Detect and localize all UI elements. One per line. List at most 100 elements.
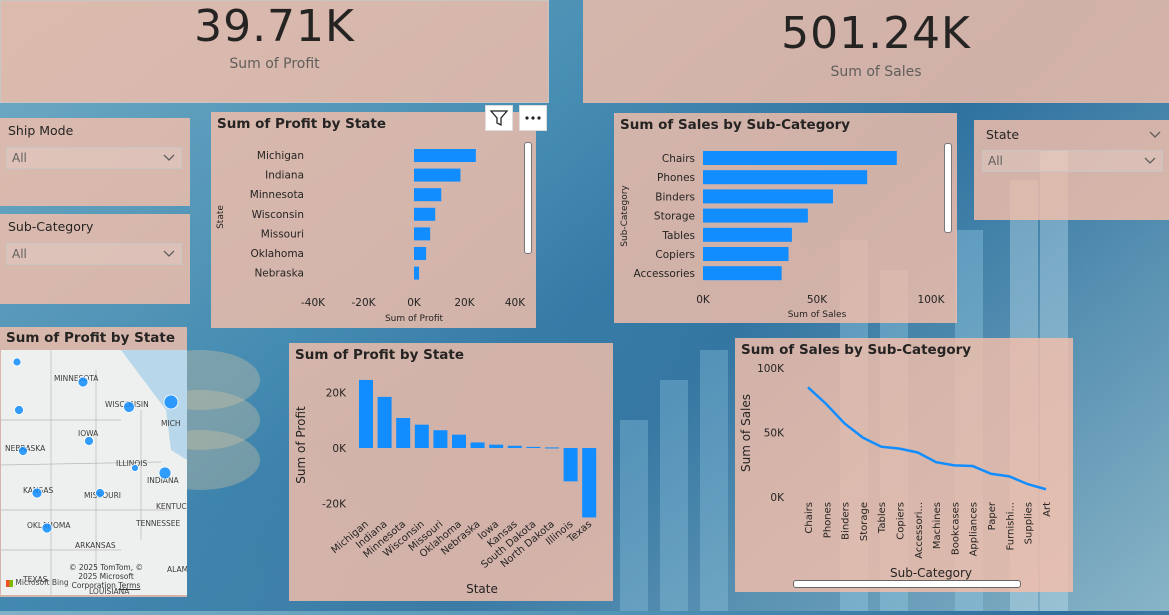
- kpi-sales-value: 501.24K: [583, 8, 1169, 59]
- y-tick-label: Chairs: [662, 153, 695, 165]
- slicer-state[interactable]: State All: [974, 120, 1169, 220]
- map-profit-by-state[interactable]: Sum of Profit by State MINNESOTAWISCONSI…: [0, 327, 187, 597]
- map-bubble: [78, 377, 88, 387]
- x-tick-label: Phones: [822, 502, 833, 538]
- x-tick-label: Machines: [932, 502, 943, 549]
- y-tick-label: Missouri: [261, 228, 304, 240]
- slicer-state-title: State: [986, 127, 1019, 142]
- y-axis-label: Sum of Profit: [294, 406, 308, 484]
- map-title: Sum of Profit by State: [6, 330, 175, 346]
- bar: [489, 445, 503, 448]
- sub-category-value: All: [12, 247, 27, 261]
- slicer-sub-category[interactable]: Sub-Category All: [0, 214, 190, 304]
- x-tick-label: Bookcases: [950, 502, 961, 555]
- map-state-label: TENNESSEE: [135, 519, 181, 528]
- x-tick-label: Chairs: [804, 502, 815, 534]
- filter-button[interactable]: [485, 105, 513, 131]
- sales-by-subcategory-bar-svg: ChairsPhonesBindersStorageTablesCopiersA…: [614, 113, 957, 323]
- bar: [703, 209, 808, 223]
- horizontal-scrollbar[interactable]: [793, 580, 1021, 588]
- y-axis-label: Sum of Sales: [739, 394, 753, 472]
- bar: [414, 208, 435, 221]
- ship-mode-value: All: [12, 151, 27, 165]
- x-tick-label: 0K: [407, 297, 422, 309]
- chevron-down-icon[interactable]: [1149, 128, 1161, 140]
- bar: [414, 169, 460, 182]
- chevron-down-icon: [1144, 154, 1156, 166]
- y-tick-label: Phones: [657, 172, 695, 184]
- x-tick-label: Supplies: [1024, 502, 1035, 544]
- y-tick-label: 100K: [757, 363, 785, 375]
- y-tick-label: 50K: [764, 428, 785, 440]
- map-state-label: ALAMA: [167, 565, 187, 574]
- x-tick-label: Tables: [877, 502, 888, 534]
- x-tick-label: Copiers: [896, 502, 907, 540]
- y-tick-label: Storage: [654, 211, 695, 223]
- y-tick-label: Indiana: [265, 170, 304, 182]
- x-tick-label: Accessori...: [914, 502, 925, 559]
- filter-icon: [486, 106, 512, 130]
- bar: [471, 442, 485, 448]
- more-options-button[interactable]: [519, 105, 547, 131]
- state-dropdown[interactable]: All: [982, 150, 1163, 172]
- y-tick-label: Nebraska: [254, 268, 304, 280]
- y-tick-label: Michigan: [257, 150, 304, 162]
- scrollbar-thumb[interactable]: [944, 143, 952, 233]
- x-tick-label: 20K: [454, 297, 475, 309]
- kpi-card-profit[interactable]: 39.71K Sum of Profit: [0, 0, 549, 103]
- x-tick-label: Storage: [859, 502, 870, 541]
- bar: [703, 247, 789, 261]
- map-bubble: [19, 447, 28, 456]
- map-bubble: [15, 406, 24, 415]
- x-tick-label: -40K: [301, 297, 326, 309]
- y-tick-label: Accessories: [633, 268, 695, 280]
- map-bubble: [124, 402, 135, 413]
- y-tick-label: Binders: [655, 191, 695, 203]
- chevron-down-icon: [163, 247, 175, 259]
- bar: [582, 448, 596, 517]
- map-canvas[interactable]: MINNESOTAWISCONSINMICHIOWANEBRASKAILLINO…: [1, 350, 187, 595]
- x-tick-label: Art: [1042, 502, 1053, 517]
- map-bubble: [85, 437, 94, 446]
- x-tick-label: 40K: [505, 297, 526, 309]
- x-axis-label: Sum of Profit: [385, 314, 444, 324]
- bar: [703, 266, 782, 280]
- y-tick-label: Minnesota: [250, 189, 304, 201]
- bar: [508, 446, 522, 448]
- map-bubble: [42, 523, 52, 533]
- kpi-card-sales[interactable]: 501.24K Sum of Sales: [583, 0, 1169, 103]
- chevron-down-icon: [163, 151, 175, 163]
- x-tick-label: 0K: [696, 294, 711, 306]
- x-tick-label: Furnishi...: [1005, 502, 1016, 550]
- scrollbar-thumb[interactable]: [524, 142, 532, 254]
- profit-by-state-bar-svg: Michigan Indiana Minnesota Wisconsin Missour…: [211, 112, 536, 328]
- x-tick-label: -20K: [351, 297, 376, 309]
- profit-by-state-column-svg: 20K0K-20KMichiganIndianaMinnesotaWiscons…: [289, 343, 613, 601]
- windows-logo-icon: [6, 580, 13, 587]
- y-tick-label: 0K: [332, 443, 347, 455]
- map-bubble: [132, 465, 139, 472]
- map-state-label: MINNESOTA: [54, 374, 99, 383]
- x-tick-label: Paper: [987, 501, 998, 530]
- map-terms-link[interactable]: Terms: [118, 581, 140, 590]
- bar: [378, 397, 392, 448]
- slicer-ship-mode-title: Ship Mode: [8, 123, 73, 138]
- x-axis-label: State: [466, 582, 498, 596]
- bing-logo: Microsoft Bing: [6, 578, 69, 587]
- map-bubble: [32, 488, 42, 498]
- slicer-ship-mode[interactable]: Ship Mode All: [0, 118, 190, 206]
- map-state-label: MICH: [161, 419, 181, 428]
- ship-mode-dropdown[interactable]: All: [6, 147, 182, 169]
- y-tick-label: Wisconsin: [252, 209, 304, 221]
- x-tick-label: 100K: [918, 294, 946, 306]
- bar: [703, 151, 897, 165]
- sub-category-dropdown[interactable]: All: [6, 243, 182, 265]
- bar: [703, 170, 867, 184]
- map-bubble: [159, 467, 171, 479]
- y-tick-label: Copiers: [655, 249, 695, 261]
